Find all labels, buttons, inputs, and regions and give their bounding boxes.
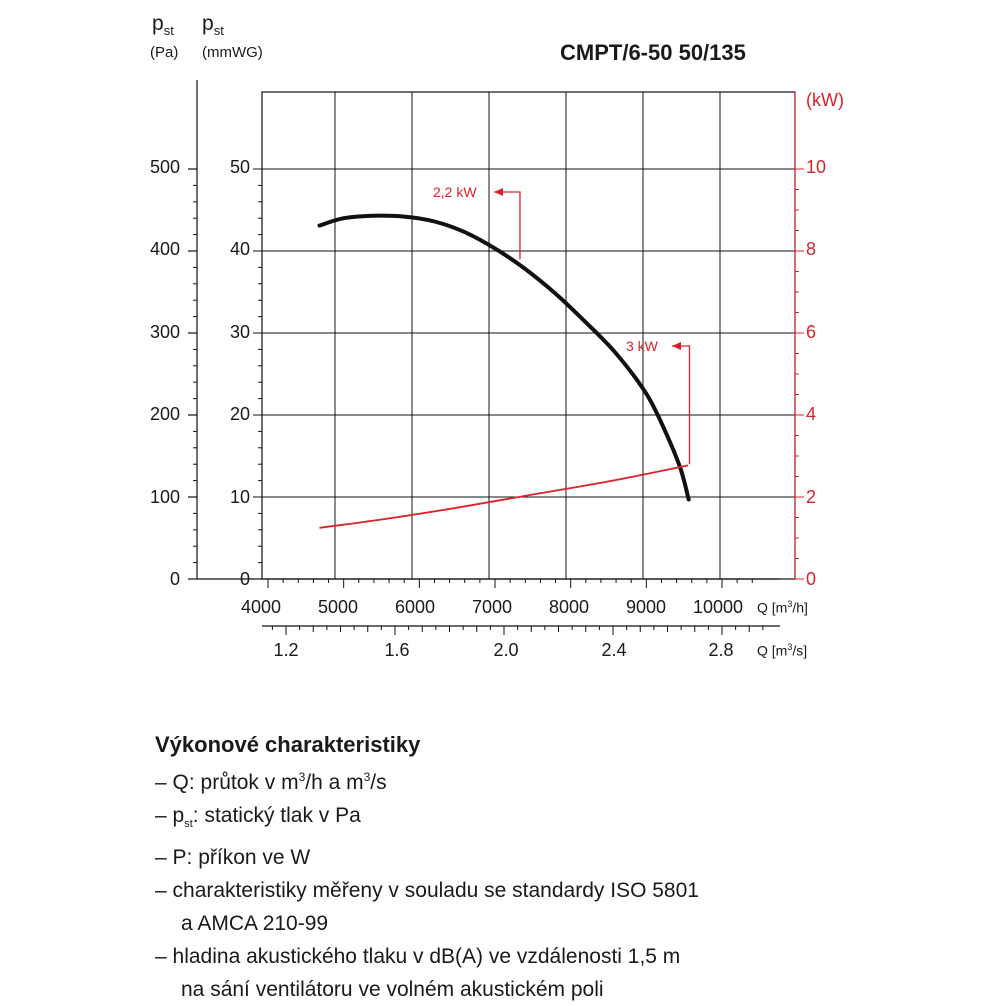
mmwg-tick: 50 <box>229 157 250 177</box>
m3s-tick: 1.2 <box>273 640 299 660</box>
annotation-2-2kw-arrow <box>494 188 503 196</box>
legend-row-standards-cont: a AMCA 210-99 <box>181 912 329 936</box>
m3h-tick: 9000 <box>625 597 667 617</box>
m3h-tick: 4000 <box>240 597 282 617</box>
m3s-tick: 2.8 <box>708 640 734 660</box>
m3s-tick: 2.0 <box>493 640 519 660</box>
pa-tick: 0 <box>169 569 180 589</box>
m3h-tick: 5000 <box>317 597 359 617</box>
power-annotation-2-2kw: 2,2 kW <box>433 184 477 200</box>
kw-tick: 0 <box>806 569 817 589</box>
kw-tick: 4 <box>806 404 817 424</box>
mmwg-tick: 10 <box>229 487 250 507</box>
mmwg-tick: 0 <box>239 569 250 589</box>
legend-row-acoustic: – hladina akustického tlaku v dB(A) ve v… <box>155 945 681 969</box>
mmwg-unit-label: (mmWG) <box>202 44 263 61</box>
pa-tick: 500 <box>149 157 180 177</box>
legend-heading: Výkonové charakteristiky <box>155 732 421 757</box>
m3h-tick: 7000 <box>471 597 513 617</box>
m3h-axis-label: Q [m3/h] <box>757 599 808 616</box>
mmwg-tick: 20 <box>229 404 250 424</box>
chart-title: CMPT/6-50 50/135 <box>560 40 746 65</box>
kw-tick: 2 <box>806 487 817 507</box>
pa-tick: 400 <box>149 239 180 259</box>
m3h-tick: 10000 <box>692 597 744 617</box>
kw-tick: 6 <box>806 322 817 342</box>
legend-row-standards: – charakteristiky měřeny v souladu se st… <box>155 879 699 903</box>
annotation-3kw-line <box>672 345 691 465</box>
mmwg-tick: 40 <box>229 239 250 259</box>
pa-tick: 300 <box>149 322 180 342</box>
m3s-axis-label: Q [m3/s] <box>757 642 808 659</box>
legend-row-power: – P: příkon ve W <box>155 846 311 870</box>
m3s-tick: 2.4 <box>601 640 627 660</box>
legend-row-pressure: – pst: statický tlak v Pa <box>155 804 361 831</box>
fan-performance-chart <box>188 80 804 635</box>
kw-tick: 10 <box>806 157 827 177</box>
m3h-tick: 6000 <box>394 597 436 617</box>
kw-axis-label: (kW) <box>806 90 844 110</box>
pressure-curve <box>317 213 691 502</box>
pa-unit-label: (Pa) <box>150 44 179 61</box>
kw-tick: 8 <box>806 239 817 259</box>
annotation-3kw-arrow <box>672 342 681 350</box>
m3h-tick: 8000 <box>548 597 590 617</box>
power-annotation-3kw: 3 kW <box>626 338 658 354</box>
legend-row-flow: – Q: průtok v m3/h a m3/s <box>155 770 387 794</box>
legend-block: Výkonové charakteristiky – Q: průtok v m… <box>155 728 699 1006</box>
legend-row-acoustic-cont: na sání ventilátoru ve volném akustickém… <box>181 978 604 1002</box>
pst-mmwg-symbol: pst <box>202 12 224 39</box>
plot-frame <box>261 91 796 580</box>
pst-pa-symbol: pst <box>152 12 174 39</box>
pa-tick: 100 <box>149 487 180 507</box>
mmwg-tick: 30 <box>229 322 250 342</box>
power-curve <box>319 464 689 529</box>
pa-tick: 200 <box>149 404 180 424</box>
m3s-tick: 1.6 <box>384 640 410 660</box>
